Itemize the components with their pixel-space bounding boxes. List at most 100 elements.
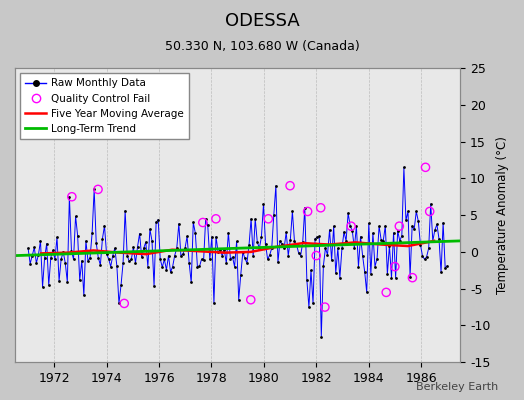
Point — [421, 164, 430, 170]
Point — [69, 256, 78, 262]
Point — [106, 264, 115, 270]
Point — [365, 220, 373, 227]
Point — [63, 279, 71, 285]
Point — [210, 300, 218, 307]
Point — [416, 241, 424, 248]
Point — [193, 264, 202, 270]
Text: Berkeley Earth: Berkeley Earth — [416, 382, 498, 392]
Point — [90, 186, 99, 192]
Point — [264, 256, 272, 262]
Point — [433, 221, 441, 228]
Point — [80, 292, 88, 299]
Point — [42, 240, 51, 247]
Point — [319, 263, 328, 269]
Point — [410, 226, 418, 232]
Point — [59, 248, 68, 255]
Point — [247, 216, 255, 222]
Point — [303, 208, 312, 215]
Point — [274, 259, 282, 266]
Point — [38, 284, 47, 290]
Point — [65, 194, 73, 200]
Point — [236, 272, 245, 278]
Point — [435, 236, 443, 242]
Point — [208, 234, 216, 240]
Point — [280, 245, 288, 252]
Point — [414, 218, 422, 224]
Point — [268, 245, 276, 252]
Point — [135, 230, 144, 237]
Point — [212, 216, 220, 222]
Point — [75, 277, 84, 283]
Point — [189, 219, 198, 226]
Point — [214, 249, 222, 255]
Point — [152, 219, 160, 226]
Point — [132, 260, 140, 266]
Point — [241, 255, 249, 262]
Point — [183, 233, 191, 240]
Point — [212, 233, 220, 240]
Point — [199, 219, 207, 226]
Point — [408, 223, 417, 229]
Point — [120, 300, 128, 307]
Point — [139, 245, 148, 252]
Point — [125, 258, 134, 265]
Point — [418, 253, 427, 259]
Point — [278, 241, 286, 248]
Point — [338, 245, 346, 252]
Point — [425, 208, 434, 215]
Point — [286, 182, 294, 189]
Point — [443, 263, 452, 269]
Point — [363, 289, 371, 296]
Point — [247, 296, 255, 303]
Point — [402, 217, 410, 224]
Point — [245, 242, 253, 248]
Point — [325, 227, 334, 233]
Point — [305, 304, 313, 310]
Point — [427, 201, 435, 207]
Point — [53, 234, 61, 240]
Point — [385, 242, 394, 249]
Point — [94, 255, 103, 261]
Point — [98, 236, 106, 242]
Point — [342, 238, 350, 244]
Point — [367, 271, 375, 277]
Point — [356, 234, 365, 240]
Point — [235, 296, 243, 303]
Point — [422, 254, 431, 260]
Point — [40, 255, 49, 261]
Point — [216, 247, 224, 254]
Point — [292, 241, 301, 248]
Point — [340, 229, 348, 235]
Point — [408, 274, 417, 281]
Point — [174, 220, 183, 227]
Point — [347, 223, 355, 229]
Point — [394, 228, 402, 234]
Point — [317, 333, 325, 340]
Point — [286, 237, 294, 243]
Point — [30, 244, 38, 251]
Point — [115, 300, 123, 307]
Point — [328, 257, 336, 264]
Y-axis label: Temperature Anomaly (°C): Temperature Anomaly (°C) — [496, 136, 509, 294]
Point — [344, 210, 352, 216]
Point — [323, 252, 332, 258]
Point — [123, 252, 132, 259]
Point — [406, 274, 414, 280]
Point — [187, 279, 195, 286]
Point — [238, 249, 247, 255]
Point — [251, 216, 259, 222]
Point — [144, 264, 152, 270]
Point — [243, 260, 251, 266]
Point — [228, 254, 237, 260]
Point — [127, 256, 136, 262]
Point — [67, 248, 75, 254]
Point — [61, 260, 70, 266]
Point — [290, 238, 299, 244]
Point — [382, 289, 390, 296]
Point — [57, 256, 66, 262]
Point — [181, 245, 189, 252]
Point — [352, 223, 361, 230]
Point — [119, 260, 127, 266]
Point — [71, 213, 80, 220]
Point — [321, 245, 330, 252]
